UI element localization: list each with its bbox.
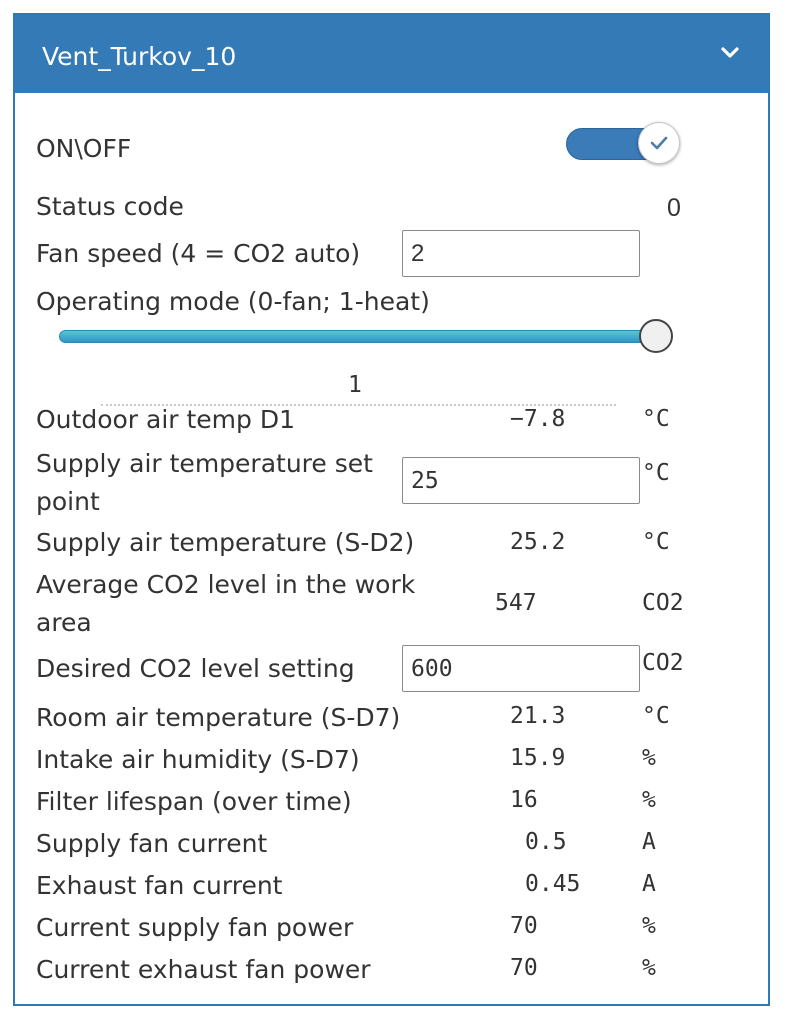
avg-co2-unit: CO2 <box>642 590 684 616</box>
filter-lifespan-unit: % <box>642 787 656 813</box>
status-code-label: Status code <box>36 192 184 221</box>
supply-fan-current-value: 0.5 <box>525 829 567 855</box>
supply-fan-power-value: 70 <box>510 913 538 939</box>
desired-co2-unit: CO2 <box>642 650 684 676</box>
supply-temp-label: Supply air temperature (S-D2) <box>36 528 415 557</box>
room-temp-label: Room air temperature (S-D7) <box>36 703 401 732</box>
outdoor-temp-unit: °C <box>642 406 670 432</box>
fan-speed-input[interactable] <box>402 230 640 277</box>
outdoor-temp-label: Outdoor air temp D1 <box>36 405 296 434</box>
avg-co2-value: 547 <box>495 590 537 616</box>
exhaust-fan-power-label: Current exhaust fan power <box>36 955 371 984</box>
power-toggle[interactable] <box>566 122 681 166</box>
intake-humidity-unit: % <box>642 745 656 771</box>
supply-fan-power-label: Current supply fan power <box>36 913 354 942</box>
outdoor-temp-value: −7.8 <box>510 406 566 432</box>
filter-lifespan-label: Filter lifespan (over time) <box>36 787 352 816</box>
room-temp-unit: °C <box>642 703 670 729</box>
room-temp-value: 21.3 <box>510 703 566 729</box>
power-label: ON\OFF <box>36 134 132 163</box>
supply-temp-unit: °C <box>642 529 670 555</box>
exhaust-fan-power-value: 70 <box>510 955 538 981</box>
operating-mode-label: Operating mode (0-fan; 1-heat) <box>36 287 430 316</box>
supply-setpoint-unit: °C <box>642 460 670 486</box>
toggle-knob[interactable] <box>638 122 680 164</box>
supply-fan-power-unit: % <box>642 913 656 939</box>
intake-humidity-label: Intake air humidity (S-D7) <box>36 745 360 774</box>
exhaust-fan-current-value: 0.45 <box>525 871 581 897</box>
filter-lifespan-value: 16 <box>510 787 538 813</box>
chevron-down-icon[interactable] <box>720 43 740 63</box>
slider-thumb[interactable] <box>639 319 673 353</box>
check-icon <box>650 136 668 150</box>
intake-humidity-value: 15.9 <box>510 745 566 771</box>
supply-temp-value: 25.2 <box>510 529 566 555</box>
desired-co2-label: Desired CO2 level setting <box>36 654 355 683</box>
status-code-value: 0 <box>667 194 681 222</box>
exhaust-fan-current-unit: A <box>642 871 656 897</box>
widget-title: Vent_Turkov_10 <box>42 42 237 71</box>
exhaust-fan-power-unit: % <box>642 955 656 981</box>
desired-co2-input[interactable] <box>402 645 640 692</box>
widget-header[interactable]: Vent_Turkov_10 <box>15 15 768 93</box>
supply-fan-current-label: Supply fan current <box>36 829 268 858</box>
slider-track[interactable] <box>59 330 656 343</box>
supply-setpoint-label: Supply air temperature set point <box>36 449 373 516</box>
exhaust-fan-current-label: Exhaust fan current <box>36 871 283 900</box>
supply-setpoint-input[interactable] <box>402 457 640 504</box>
supply-fan-current-unit: A <box>642 829 656 855</box>
divider <box>101 404 616 406</box>
operating-mode-value: 1 <box>348 372 362 398</box>
device-widget: Vent_Turkov_10 ON\OFF Status code 0 Fan … <box>13 13 770 1006</box>
fan-speed-label: Fan speed (4 = CO2 auto) <box>36 239 361 268</box>
operating-mode-slider[interactable] <box>59 319 673 355</box>
avg-co2-label: Average CO2 level in the work area <box>36 570 416 637</box>
